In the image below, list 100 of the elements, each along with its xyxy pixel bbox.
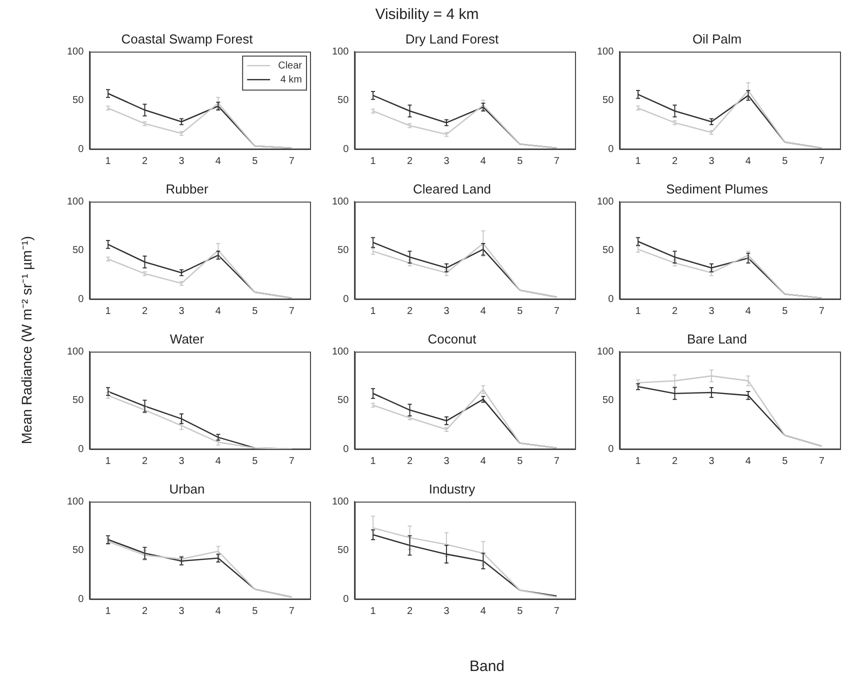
y-tick-label: 100 [66, 196, 84, 208]
x-tick-label: 1 [635, 456, 642, 467]
y-tick-label: 0 [343, 144, 350, 155]
x-tick-label: 2 [406, 606, 413, 617]
x-tick-label: 1 [370, 156, 376, 167]
x-tick-label: 2 [672, 306, 678, 317]
x-tick-label: 2 [142, 456, 148, 467]
chart-title: Oil Palm [692, 31, 742, 46]
x-tick-label: 3 [708, 306, 715, 317]
y-tick-label: 0 [608, 444, 614, 455]
x-tick-label: 1 [370, 456, 376, 467]
chart-title: Coconut [428, 331, 477, 346]
y-tick-label: 50 [72, 395, 84, 406]
x-tick-label: 7 [818, 306, 825, 317]
x-tick-label: 2 [142, 156, 148, 167]
x-tick-label: 4 [745, 306, 752, 317]
y-tick-label: 0 [78, 594, 84, 605]
x-tick-label: 7 [288, 456, 295, 467]
y-tick-label: 50 [338, 95, 350, 106]
x-tick-label: 4 [480, 156, 486, 167]
y-tick-label: 100 [332, 196, 350, 208]
x-tick-label: 4 [215, 156, 222, 167]
x-tick-label: 5 [517, 306, 524, 317]
x-tick-label: 2 [406, 306, 413, 317]
y-tick-label: 50 [602, 95, 614, 106]
x-tick-label: 4 [480, 606, 486, 617]
x-tick-label: 5 [252, 456, 258, 467]
text: Band [468, 658, 506, 675]
y-tick-label: 0 [78, 144, 84, 155]
y-tick-label: 0 [78, 444, 84, 455]
y-tick-label: 100 [596, 346, 614, 358]
y-tick-label: 100 [596, 46, 614, 58]
x-tick-label: 4 [215, 606, 222, 617]
x-tick-label: 1 [105, 156, 112, 167]
y-tick-label: 0 [78, 294, 84, 305]
x-tick-label: 5 [782, 456, 788, 467]
y-tick-label: 100 [66, 346, 84, 358]
x-tick-label: 5 [252, 606, 258, 617]
x-tick-label: 4 [745, 456, 752, 467]
chart-title: Dry Land Forest [405, 31, 499, 46]
x-tick-label: 5 [517, 456, 524, 467]
x-tick-label: 3 [708, 456, 715, 467]
x-tick-label: 4 [745, 156, 752, 167]
x-tick-label: 1 [370, 306, 376, 317]
x-tick-label: 5 [517, 156, 524, 167]
x-tick-label: 1 [370, 606, 376, 617]
y-tick-label: 0 [343, 594, 350, 605]
x-tick-label: 2 [406, 156, 413, 167]
x-tick-label: 4 [480, 456, 486, 467]
x-tick-label: 3 [444, 156, 450, 167]
x-tick-label: 7 [288, 306, 295, 317]
y-tick-label: 50 [338, 395, 350, 406]
x-tick-label: 4 [480, 306, 486, 317]
x-tick-label: 1 [635, 156, 642, 167]
y-tick-label: 50 [338, 545, 350, 556]
y-tick-label: 100 [66, 496, 84, 508]
x-tick-label: 4 [215, 306, 222, 317]
x-tick-label: 7 [288, 156, 295, 167]
legend-label: Clear [278, 60, 303, 72]
y-tick-label: 100 [332, 46, 350, 58]
x-tick-label: 1 [635, 306, 642, 317]
x-tick-label: 1 [105, 306, 112, 317]
y-tick-label: 100 [66, 46, 84, 58]
x-tick-label: 4 [215, 456, 222, 467]
x-tick-label: 7 [554, 456, 560, 467]
y-tick-label: 0 [343, 294, 350, 305]
y-tick-label: 100 [596, 196, 614, 208]
x-tick-label: 3 [178, 306, 185, 317]
x-tick-label: 2 [142, 606, 148, 617]
x-tick-label: 3 [444, 306, 450, 317]
x-tick-label: 2 [406, 456, 413, 467]
x-tick-label: 7 [554, 306, 560, 317]
x-tick-label: 3 [444, 456, 450, 467]
x-tick-label: 7 [818, 156, 825, 167]
x-tick-label: 3 [178, 606, 185, 617]
x-tick-label: 1 [105, 606, 112, 617]
x-tick-label: 5 [517, 606, 524, 617]
chart-title: Cleared Land [412, 181, 492, 196]
y-tick-label: 50 [338, 245, 350, 256]
x-tick-label: 7 [288, 606, 295, 617]
x-tick-label: 5 [252, 306, 258, 317]
chart-title: Water [170, 331, 205, 346]
x-tick-label: 2 [142, 306, 148, 317]
x-tick-label: 7 [818, 456, 825, 467]
chart-title: Coastal Swamp Forest [121, 31, 254, 46]
x-tick-label: 5 [252, 156, 258, 167]
chart-title: Sediment Plumes [666, 181, 768, 196]
x-tick-label: 5 [782, 306, 788, 317]
chart-title: Urban [169, 481, 205, 496]
y-tick-label: 0 [608, 294, 614, 305]
chart-title: Bare Land [687, 331, 747, 346]
x-tick-label: 3 [178, 156, 185, 167]
y-tick-label: 0 [343, 444, 350, 455]
chart-title: Rubber [166, 181, 209, 196]
y-tick-label: 0 [608, 144, 614, 155]
y-tick-label: 50 [72, 545, 84, 556]
text: Visibility = 4 km [374, 6, 480, 23]
x-tick-label: 3 [708, 156, 715, 167]
x-tick-label: 2 [672, 156, 678, 167]
y-tick-label: 50 [602, 245, 614, 256]
